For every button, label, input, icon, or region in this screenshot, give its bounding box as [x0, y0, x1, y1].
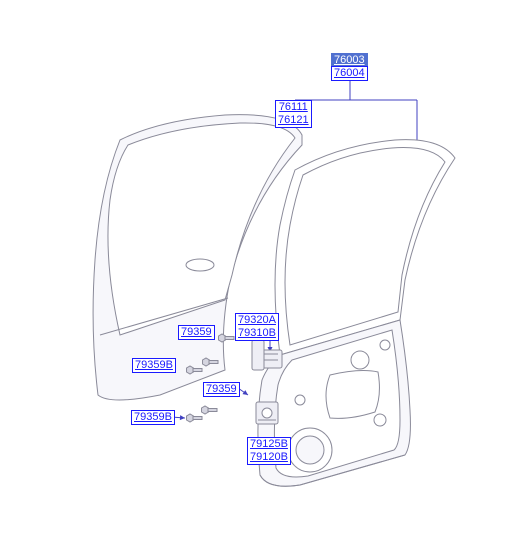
part-number[interactable]: 76004	[334, 67, 365, 80]
part-number[interactable]: 79359	[181, 326, 212, 339]
label-76004[interactable]: 76004	[331, 66, 368, 81]
door-inner-panel	[258, 140, 455, 487]
label-79359-lower[interactable]: 79359	[203, 382, 240, 397]
part-number[interactable]: 79359B	[134, 411, 172, 424]
door-checker	[252, 340, 282, 370]
label-79320a-79310b[interactable]: 79320A79310B	[235, 313, 279, 341]
part-number[interactable]: 76111	[278, 101, 309, 114]
label-79125b-79120b[interactable]: 79125B79120B	[247, 437, 291, 465]
label-79359-upper[interactable]: 79359	[178, 325, 215, 340]
bolt-icon	[187, 414, 202, 422]
part-number[interactable]: 79320A	[238, 314, 276, 327]
label-79359b-mid[interactable]: 79359B	[132, 358, 176, 373]
part-number[interactable]: 79310B	[238, 327, 276, 340]
part-number[interactable]: 76121	[278, 114, 309, 127]
part-number[interactable]: 79120B	[250, 451, 288, 464]
part-number[interactable]: 79359	[206, 383, 237, 396]
bolt-icon	[202, 406, 217, 414]
label-79359b-lower[interactable]: 79359B	[131, 410, 175, 425]
bolt-icon	[219, 334, 234, 342]
label-76111-76121[interactable]: 7611176121	[275, 100, 312, 128]
part-number[interactable]: 79359B	[135, 359, 173, 372]
latch-assembly	[256, 402, 278, 424]
part-number[interactable]: 79125B	[250, 438, 288, 451]
